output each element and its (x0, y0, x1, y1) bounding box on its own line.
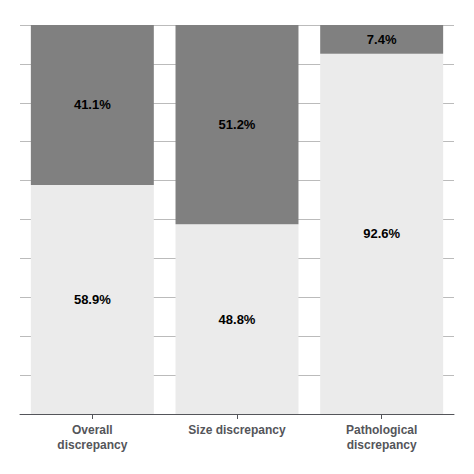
svg-text:Pathological: Pathological (346, 423, 417, 437)
svg-text:58.9%: 58.9% (74, 292, 111, 307)
svg-text:41.1%: 41.1% (74, 97, 111, 112)
svg-text:7.4%: 7.4% (367, 32, 397, 47)
svg-text:Size discrepancy: Size discrepancy (188, 423, 286, 437)
svg-text:48.8%: 48.8% (219, 312, 256, 327)
svg-text:discrepancy: discrepancy (57, 438, 127, 452)
svg-text:92.6%: 92.6% (363, 226, 400, 241)
svg-text:discrepancy: discrepancy (347, 438, 417, 452)
svg-text:Overall: Overall (72, 423, 113, 437)
svg-text:51.2%: 51.2% (219, 117, 256, 132)
